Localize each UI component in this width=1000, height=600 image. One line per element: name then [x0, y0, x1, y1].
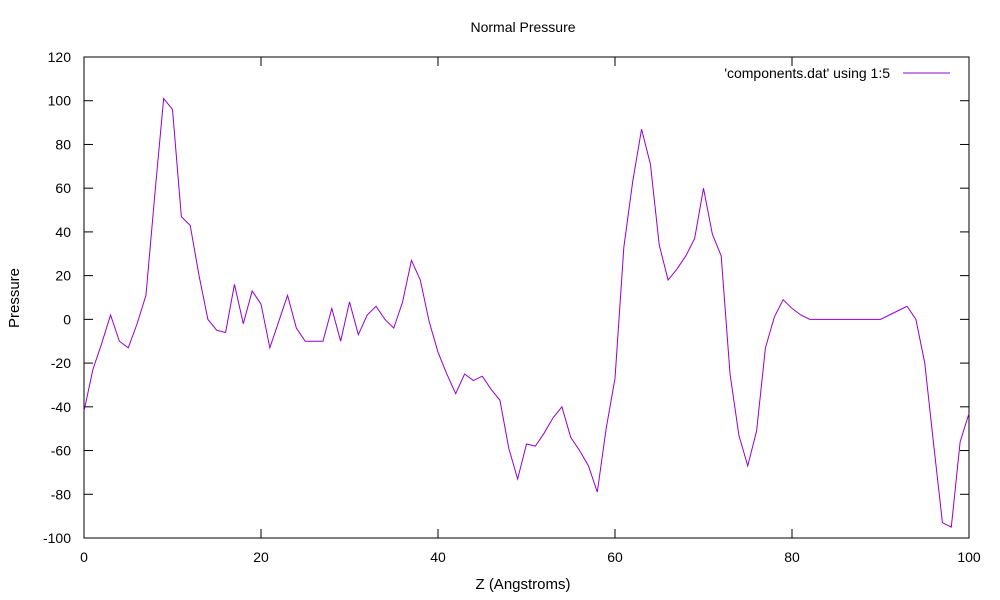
- chart-title: Normal Pressure: [470, 19, 575, 35]
- x-tick-label: 40: [430, 549, 446, 565]
- y-tick-label: -80: [51, 486, 71, 502]
- y-tick-label: 80: [55, 136, 71, 152]
- x-tick-label: 80: [784, 549, 800, 565]
- y-tick-label: -60: [51, 443, 71, 459]
- y-tick-label: 60: [55, 180, 71, 196]
- y-tick-label: 100: [48, 93, 72, 109]
- y-axis-label: Pressure: [6, 268, 23, 328]
- x-axis-label: Z (Angstroms): [475, 576, 570, 593]
- series-layer: [83, 97, 970, 528]
- x-tick-label: 100: [957, 549, 981, 565]
- y-tick-label: -40: [51, 399, 71, 415]
- tick-labels: -100 -80 -60 -40 -20 0 20 40 60 80 100 120 0 20 40 60 80…: [43, 49, 981, 565]
- series-line-0: [83, 97, 970, 528]
- plot-area: [83, 56, 970, 539]
- legend: 'components.dat' using 1:5: [724, 65, 950, 81]
- y-tick-label: 40: [55, 224, 71, 240]
- y-tick-label: 20: [55, 268, 71, 284]
- y-tick-label: -20: [51, 355, 71, 371]
- legend-entry-label: 'components.dat' using 1:5: [724, 65, 890, 81]
- x-tick-label: 0: [80, 549, 88, 565]
- y-tick-label: 120: [48, 49, 72, 65]
- y-tick-label: -100: [43, 530, 71, 546]
- y-tick-label: 0: [63, 311, 71, 327]
- x-tick-label: 60: [607, 549, 623, 565]
- x-tick-label: 20: [253, 549, 269, 565]
- tick-marks: [83, 56, 970, 539]
